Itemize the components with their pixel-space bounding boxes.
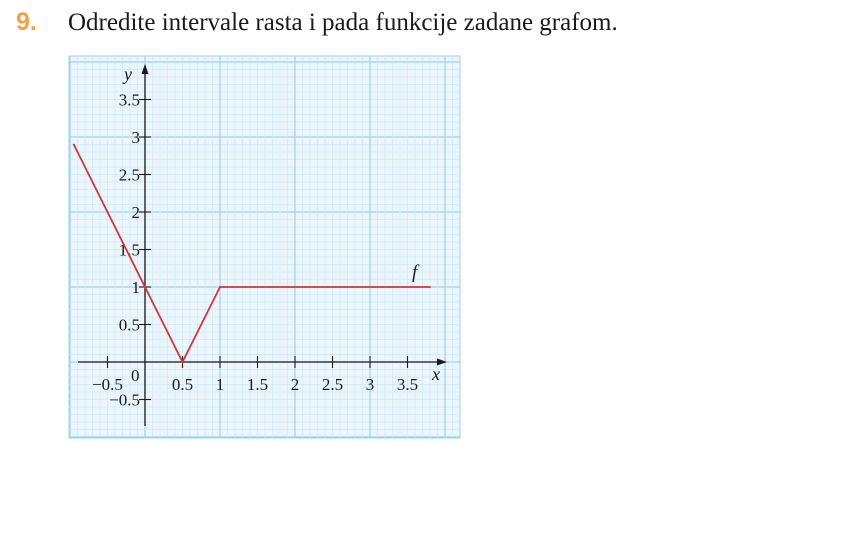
- x-tick-label: 2.5: [322, 375, 343, 394]
- curve-vertex: [72, 143, 75, 146]
- x-tick-label: 1: [216, 375, 225, 394]
- x-axis-arrow-icon: [437, 358, 447, 366]
- y-tick-label: 2.5: [119, 166, 140, 185]
- task-header: 9. Odredite intervale rasta i pada funkc…: [16, 8, 618, 37]
- y-tick-label: 3.5: [119, 91, 140, 110]
- curve-vertex: [144, 286, 146, 288]
- task-number: 9.: [16, 8, 37, 36]
- origin-label: 0: [131, 366, 140, 385]
- curve-vertex: [219, 286, 221, 288]
- curve-vertex: [181, 361, 184, 363]
- x-tick-label: −0.5: [92, 375, 123, 394]
- x-tick-label: 3.5: [397, 375, 418, 394]
- y-tick-label: 2: [132, 203, 141, 222]
- axes: xy0−0.5 0.5 1 1.5 2 2.5 3 3.5−0.50.511.522.533.…: [78, 64, 447, 426]
- x-tick-label: 2: [291, 375, 300, 394]
- task-text: Odredite intervale rasta i pada funkcije…: [68, 9, 618, 36]
- x-tick-label: 3: [366, 375, 375, 394]
- grid-background: [68, 55, 461, 439]
- x-axis-label: x: [431, 364, 440, 384]
- y-tick-label: 1: [132, 278, 141, 297]
- series-label: f: [412, 262, 420, 283]
- grid: [68, 55, 461, 439]
- x-tick-label: 1.5: [247, 375, 268, 394]
- y-axis-label: y: [122, 64, 132, 84]
- curve-vertex: [429, 286, 431, 288]
- y-tick-label: −0.5: [109, 391, 140, 410]
- y-axis-arrow-icon: [141, 64, 149, 74]
- x-tick-label: 0.5: [172, 375, 193, 394]
- y-tick-label: 0.5: [119, 316, 140, 335]
- y-tick-label: 3: [132, 128, 141, 147]
